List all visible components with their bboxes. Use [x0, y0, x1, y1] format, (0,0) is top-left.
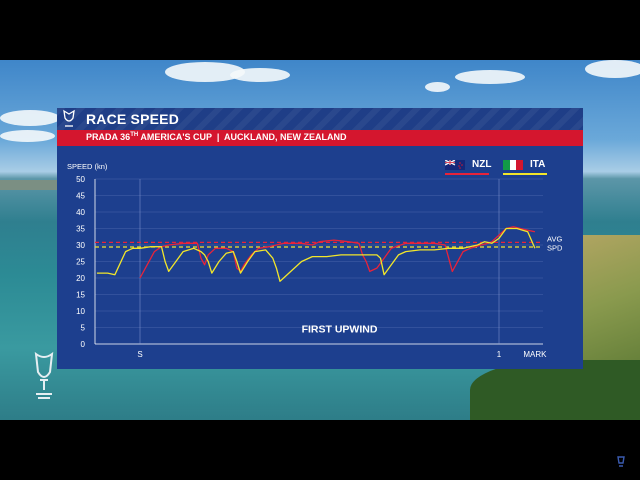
legend-ita: ITA	[503, 158, 549, 175]
avg-label: AVG	[547, 235, 562, 244]
legend-label-nzl: NZL	[472, 159, 492, 170]
series-line-ita	[96, 227, 536, 282]
y-tick-label: 50	[76, 175, 85, 184]
x-tick-label: MARK	[523, 350, 547, 359]
y-tick-label: 10	[76, 307, 85, 316]
subtitle-suffix: AMERICA'S CUP | AUCKLAND, NEW ZEALAND	[138, 132, 347, 142]
forest-shore	[470, 360, 640, 420]
x-tick-label: S	[137, 350, 142, 359]
americas-cup-logo-icon	[63, 109, 75, 127]
cloud	[455, 70, 525, 84]
legend-label-ita: ITA	[530, 159, 546, 170]
subtitle-prefix: PRADA 36	[86, 132, 131, 142]
y-tick-label: 30	[76, 241, 85, 250]
ita-flag-icon	[503, 160, 523, 170]
y-tick-label: 0	[81, 340, 86, 349]
y-tick-label: 5	[81, 324, 86, 333]
cloud	[0, 130, 55, 142]
corner-logo-icon	[617, 456, 625, 467]
y-tick-label: 20	[76, 274, 85, 283]
chart-title: RACE SPEED	[86, 111, 180, 127]
cloud	[230, 68, 290, 82]
avg-label-2: SPD	[547, 244, 563, 253]
legend-nzl: NZL	[445, 158, 492, 175]
race-speed-panel: RACE SPEED PRADA 36TH AMERICA'S CUP | AU…	[57, 108, 583, 369]
x-tick-label: 1	[497, 350, 502, 359]
panel-header: RACE SPEED	[57, 108, 583, 130]
subtitle-sup: TH	[130, 132, 139, 138]
leg-label: FIRST UPWIND	[302, 323, 378, 335]
cloud	[165, 62, 245, 82]
cloud	[0, 110, 60, 126]
y-tick-label: 45	[76, 192, 85, 201]
y-tick-label: 35	[76, 225, 85, 234]
y-tick-label: 25	[76, 258, 85, 267]
y-tick-label: 15	[76, 291, 85, 300]
y-tick-label: 40	[76, 208, 85, 217]
legend-line-nzl	[445, 173, 489, 175]
cloud	[425, 82, 450, 92]
chart-subtitle: PRADA 36TH AMERICA'S CUP | AUCKLAND, NEW…	[86, 132, 347, 142]
americas-cup-watermark-icon	[34, 351, 54, 399]
distant-shore	[0, 180, 60, 190]
cloud	[585, 60, 640, 78]
nzl-flag-icon	[445, 160, 465, 170]
legend-line-ita	[503, 173, 547, 175]
y-axis-label: SPEED (kn)	[67, 162, 108, 171]
series-line-nzl	[139, 226, 536, 279]
subtitle-banner: PRADA 36TH AMERICA'S CUP | AUCKLAND, NEW…	[57, 130, 583, 146]
